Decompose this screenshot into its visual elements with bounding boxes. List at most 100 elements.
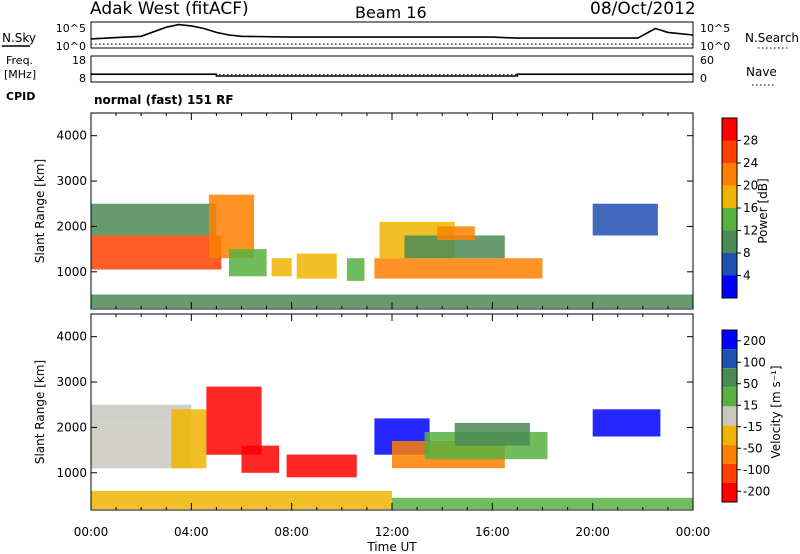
velocity-region-5 bbox=[286, 454, 357, 478]
velocity-region-1 bbox=[91, 404, 192, 423]
date-title: 08/Oct/2012 bbox=[590, 0, 696, 19]
time-xtick-label-3: 12:00 bbox=[375, 525, 410, 539]
noise-ytick-left-bottom: 10^0 bbox=[56, 40, 86, 53]
velocity-colorbar-swatch-7 bbox=[722, 463, 737, 483]
velocity-ytick-label-2: 3000 bbox=[56, 375, 87, 389]
velocity-cells bbox=[91, 386, 693, 510]
power-colorbar-swatch-3 bbox=[722, 208, 737, 231]
velocity-region-12 bbox=[392, 497, 693, 510]
noise-ytick-left-top: 10^5 bbox=[56, 22, 86, 35]
power-colorbar-swatch-5 bbox=[722, 163, 737, 186]
velocity-region-3 bbox=[206, 386, 262, 455]
frequency-ytick-left-bottom: 8 bbox=[79, 72, 86, 85]
velocity-region-10 bbox=[592, 409, 661, 437]
noise-ytick-right-top: 10^5 bbox=[700, 22, 730, 35]
velocity-ytick-label-3: 4000 bbox=[56, 330, 87, 344]
velocity-colorbar-swatch-6 bbox=[722, 444, 737, 464]
frequency-panel-frame bbox=[90, 55, 694, 83]
velocity-yticks: 1000 2000 3000 4000 bbox=[56, 314, 694, 510]
noise-ytick-right-bottom: 10^0 bbox=[700, 40, 730, 53]
power-colorbar-label: Power [dB] bbox=[756, 178, 770, 243]
velocity-region-9 bbox=[454, 422, 530, 446]
velocity-colorbar-swatch-8 bbox=[722, 482, 737, 502]
velocity-colorbar-label-0: 200 bbox=[743, 334, 766, 348]
velocity-colorbar-label-4: -15 bbox=[743, 420, 763, 434]
power-ytick-label-3: 4000 bbox=[56, 129, 87, 143]
velocity-ylabel: Slant Range [km] bbox=[33, 360, 47, 464]
velocity-colorbar-label-6: -100 bbox=[743, 463, 770, 477]
power-region-9 bbox=[404, 235, 505, 259]
power-yticks: 1000 2000 3000 4000 bbox=[56, 113, 694, 309]
power-colorbar-swatch-6 bbox=[722, 140, 737, 163]
power-colorbar-label-6: 28 bbox=[743, 134, 758, 148]
velocity-ytick-label-1: 2000 bbox=[56, 420, 87, 434]
power-region-10 bbox=[437, 226, 475, 240]
cpid-text: normal (fast) 151 RF bbox=[94, 93, 234, 107]
nave-label: Nave bbox=[746, 65, 777, 79]
power-colorbar-label-4: 20 bbox=[743, 179, 758, 193]
velocity-colorbar-swatch-0 bbox=[722, 330, 737, 350]
velocity-colorbar-swatch-1 bbox=[722, 349, 737, 369]
time-xticks: 00:00 04:00 08:00 12:00 16:00 20:00 00:00 bbox=[74, 525, 711, 539]
velocity-region-11 bbox=[91, 490, 392, 509]
velocity-colorbar-frame bbox=[721, 329, 738, 503]
velocity-colorbar-label-2: 50 bbox=[743, 377, 758, 391]
power-colorbar-label-5: 24 bbox=[743, 156, 758, 170]
time-xtick-label-5: 20:00 bbox=[575, 525, 610, 539]
velocity-colorbar-label-1: 100 bbox=[743, 355, 766, 369]
velocity-panel: 1000 2000 3000 4000 Slant Range [km] 200 100… bbox=[33, 313, 783, 554]
power-cells bbox=[91, 194, 693, 309]
noise-left-label: N.Sky bbox=[2, 31, 36, 45]
time-xtick-label-1: 04:00 bbox=[174, 525, 209, 539]
noise-right-label: N.Search bbox=[745, 31, 799, 45]
power-colorbar-swatch-0 bbox=[722, 275, 737, 298]
time-xtick-label-0: 00:00 bbox=[74, 525, 109, 539]
time-xtick-label-2: 08:00 bbox=[274, 525, 309, 539]
time-xtick-label-6: 00:00 bbox=[676, 525, 711, 539]
time-xlabel: Time UT bbox=[366, 540, 417, 554]
power-region-3 bbox=[229, 249, 267, 277]
time-xtick-label-4: 16:00 bbox=[475, 525, 510, 539]
power-region-2 bbox=[208, 194, 255, 259]
cpid-label: CPID bbox=[6, 90, 35, 103]
power-region-7 bbox=[374, 258, 543, 279]
frequency-left-label-bottom: [MHz] bbox=[4, 68, 36, 81]
power-colorbar-swatch-2 bbox=[722, 230, 737, 253]
velocity-colorbar-swatch-2 bbox=[722, 368, 737, 388]
velocity-colorbar-label: Velocity [m s⁻¹] bbox=[769, 365, 783, 458]
noise-panel: N.Sky 10^5 10^0 10^5 10^0 N.Search bbox=[2, 21, 799, 53]
power-colorbar-swatch-4 bbox=[722, 185, 737, 208]
nave-ytick-right-top: 60 bbox=[700, 54, 714, 67]
frequency-panel: Freq. [MHz] CPID 18 8 60 0 Nave normal (… bbox=[4, 54, 777, 107]
power-colorbar-label-0: 4 bbox=[743, 269, 751, 283]
power-colorbar-label-2: 12 bbox=[743, 224, 758, 238]
power-region-0 bbox=[91, 235, 222, 270]
power-colorbar: 4 8 12 16 20 24 28 bbox=[721, 117, 758, 299]
power-region-4 bbox=[271, 258, 292, 277]
power-region-6 bbox=[346, 258, 365, 281]
power-panel: 1000 2000 3000 4000 Slant Range [km] 4 8 12 16… bbox=[33, 112, 770, 310]
velocity-region-4 bbox=[241, 445, 280, 473]
power-region-12 bbox=[91, 294, 693, 309]
power-region-1 bbox=[91, 203, 217, 236]
velocity-colorbar-swatch-5 bbox=[722, 425, 737, 445]
velocity-colorbar-swatch-3 bbox=[722, 387, 737, 407]
power-region-5 bbox=[296, 253, 337, 279]
noise-sky-line bbox=[90, 23, 694, 40]
frequency-left-label-top: Freq. bbox=[6, 54, 33, 67]
power-ylabel: Slant Range [km] bbox=[33, 159, 47, 263]
power-colorbar-label-3: 16 bbox=[743, 201, 758, 215]
power-ytick-label-0: 1000 bbox=[56, 265, 87, 279]
station-title: Adak West (fitACF) bbox=[90, 0, 249, 19]
power-colorbar-swatch-7 bbox=[722, 118, 737, 141]
velocity-colorbar: 200 100 50 15 -15 -50 -100 -200 bbox=[721, 329, 770, 503]
power-ytick-label-2: 3000 bbox=[56, 174, 87, 188]
velocity-colorbar-label-5: -50 bbox=[743, 441, 763, 455]
power-colorbar-swatch-1 bbox=[722, 253, 737, 276]
velocity-colorbar-label-7: -200 bbox=[743, 484, 770, 498]
power-ytick-label-1: 2000 bbox=[56, 219, 87, 233]
velocity-colorbar-label-3: 15 bbox=[743, 398, 758, 412]
nave-ytick-right-bottom: 0 bbox=[700, 72, 707, 85]
frequency-ytick-left-top: 18 bbox=[72, 54, 86, 67]
